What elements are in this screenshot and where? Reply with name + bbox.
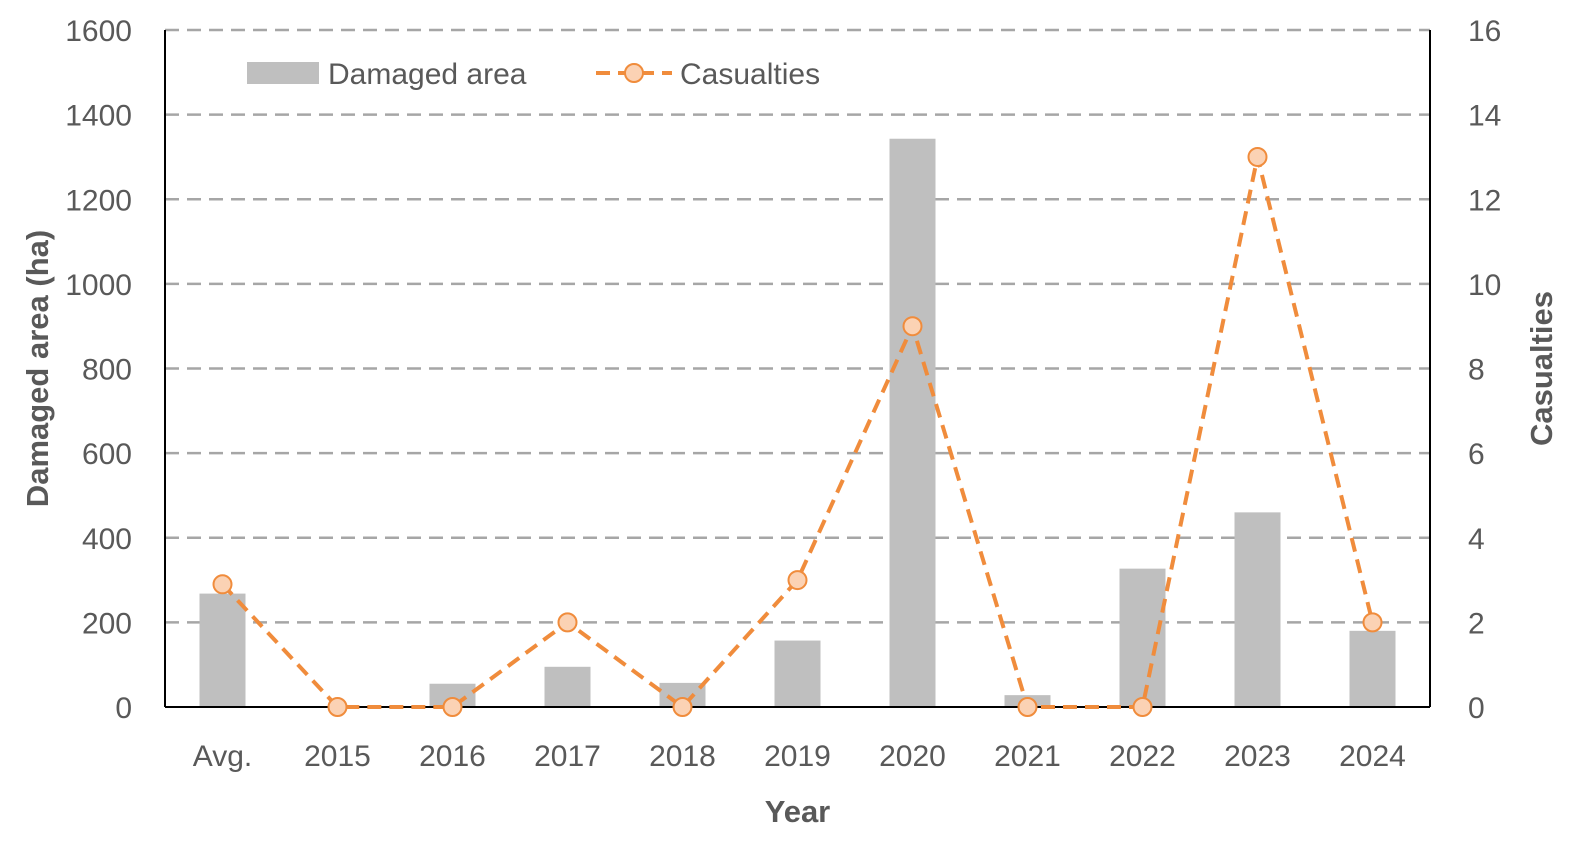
x-tick-label: 2016 <box>419 740 486 773</box>
marker-casualties <box>1017 697 1038 717</box>
x-tick-label: 2020 <box>879 740 946 773</box>
legend: Damaged area Casualties <box>247 58 820 91</box>
y2-tick-label-right: 12 <box>1468 184 1501 217</box>
x-tick-label: 2023 <box>1224 740 1291 773</box>
y2-tick-label-right: 16 <box>1468 15 1501 48</box>
y2-tick-label-right: 14 <box>1468 100 1501 133</box>
y-axis-title-right: Casualties <box>1524 291 1559 446</box>
x-tick-label: 2017 <box>534 740 601 773</box>
y2-tick-label-right: 10 <box>1468 269 1501 302</box>
y-tick-label-left: 200 <box>82 607 132 640</box>
y-tick-label-left: 1200 <box>65 184 132 217</box>
x-tick-label: 2018 <box>649 740 716 773</box>
marker-casualties <box>1362 612 1383 633</box>
gridlines <box>165 28 1430 624</box>
legend-swatch-casualties-marker <box>624 63 644 83</box>
x-tick-label: 2024 <box>1339 740 1406 773</box>
x-tick-label: 2019 <box>764 740 831 773</box>
y2-tick-label-right: 4 <box>1468 523 1485 556</box>
marker-casualties <box>1132 697 1153 717</box>
marker-casualties <box>212 574 233 595</box>
bar-series-damaged-area <box>199 138 1396 708</box>
bar-damaged-area <box>429 683 476 707</box>
bar-damaged-area <box>1349 630 1396 707</box>
y-axis-title-left: Damaged area (ha) <box>20 230 55 507</box>
y-tick-label-left: 0 <box>115 692 132 725</box>
bar-damaged-area <box>1119 568 1166 707</box>
y2-tick-label-right: 0 <box>1468 692 1485 725</box>
legend-label-damaged-area: Damaged area <box>328 58 527 91</box>
marker-casualties <box>557 612 578 633</box>
marker-casualties <box>442 697 463 717</box>
x-tick-label: 2015 <box>304 740 371 773</box>
y-tick-label-left: 400 <box>82 523 132 556</box>
marker-casualties <box>1247 146 1268 167</box>
bar-damaged-area <box>199 593 246 707</box>
y-tick-label-left: 1000 <box>65 269 132 302</box>
bar-damaged-area <box>1234 512 1281 707</box>
y-tick-label-left: 1600 <box>65 15 132 48</box>
y-tick-label-left: 600 <box>82 438 132 471</box>
marker-casualties <box>787 570 808 591</box>
x-tick-label: Avg. <box>193 740 253 773</box>
y2-tick-label-right: 6 <box>1468 438 1485 471</box>
x-tick-label: 2021 <box>994 740 1061 773</box>
y-tick-label-left: 800 <box>82 354 132 387</box>
x-axis-title: Year <box>765 794 831 829</box>
marker-casualties <box>902 316 923 337</box>
bar-damaged-area <box>889 138 936 708</box>
bar-damaged-area <box>544 666 591 707</box>
marker-casualties <box>672 697 693 717</box>
line-casualties <box>221 154 1375 709</box>
y2-tick-label-right: 8 <box>1468 354 1485 387</box>
marker-casualties <box>327 697 348 717</box>
axis-labels: 0 200 400 600 800 1000 1200 1400 1600 0 2 4 6 8 10 12 14… <box>20 15 1559 829</box>
y-tick-label-left: 1400 <box>65 100 132 133</box>
y2-tick-label-right: 2 <box>1468 607 1485 640</box>
bar-damaged-area <box>774 640 821 707</box>
legend-label-casualties: Casualties <box>680 58 820 91</box>
line-series-casualties <box>212 146 1383 717</box>
x-tick-label: 2022 <box>1109 740 1176 773</box>
legend-swatch-damaged-area <box>247 62 319 84</box>
